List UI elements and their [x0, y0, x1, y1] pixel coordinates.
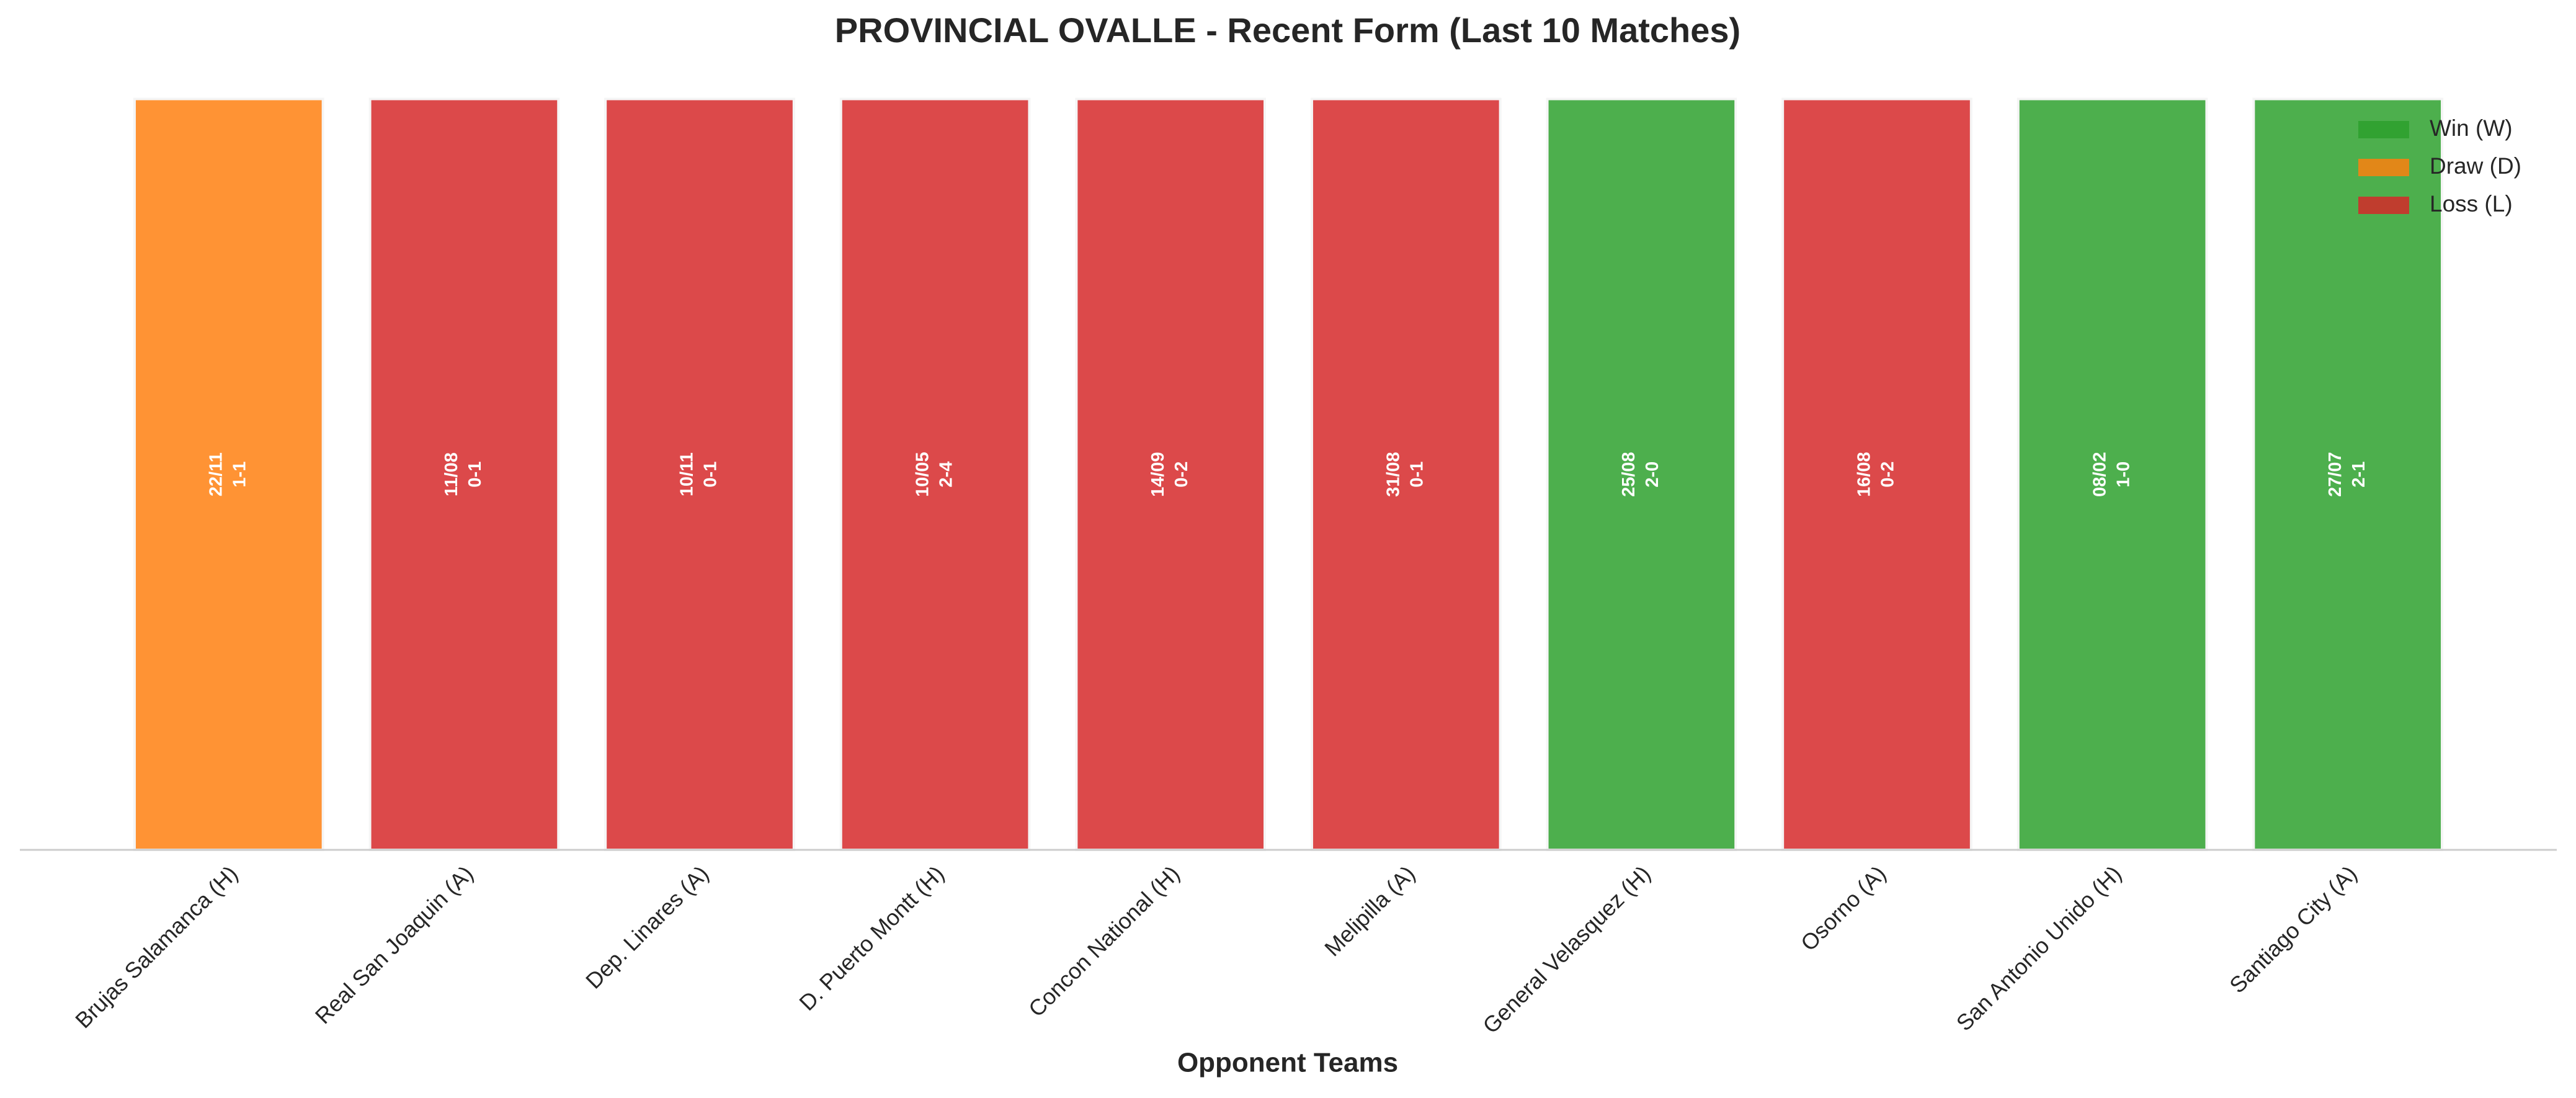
x-axis-label: Opponent Teams: [1177, 1048, 1398, 1078]
bar-date-label: 16/08: [1855, 452, 1874, 497]
bar-score-label: 2-1: [2349, 462, 2369, 488]
bar: [604, 97, 795, 851]
bar: [2017, 97, 2208, 851]
bar-date-label: 08/02: [2090, 452, 2110, 497]
bar-date-label: 27/07: [2325, 452, 2345, 497]
bar: [1310, 97, 1502, 851]
bar-date-label: 10/11: [677, 452, 697, 496]
bar-date-label: 31/08: [1383, 452, 1403, 497]
bar-score-label: 0-2: [1172, 462, 1192, 488]
bar-score-label: 2-4: [936, 462, 956, 488]
legend-label: Loss (L): [2430, 191, 2513, 216]
bar-date-label: 10/05: [912, 452, 932, 497]
bar-date-label: 14/09: [1148, 452, 1168, 497]
bar: [1781, 97, 1972, 851]
bar-score-label: 1-1: [230, 462, 249, 488]
legend-swatch: [2358, 159, 2409, 176]
bar-score-label: 0-1: [701, 462, 721, 488]
bar: [368, 97, 560, 851]
legend-label: Draw (D): [2430, 153, 2521, 179]
chart-title: PROVINCIAL OVALLE - Recent Form (Last 10…: [835, 11, 1740, 50]
bar-date-label: 25/08: [1619, 452, 1639, 497]
legend-swatch: [2358, 197, 2409, 214]
bar-date-label: 11/08: [442, 452, 461, 496]
bar-score-label: 0-2: [1878, 462, 1898, 488]
bar-score-label: 0-1: [465, 462, 485, 488]
bar-score-label: 1-0: [2113, 462, 2133, 488]
bar: [1075, 97, 1267, 851]
bar: [839, 97, 1031, 851]
bar: [2252, 97, 2444, 851]
bar-date-label: 22/11: [206, 452, 226, 496]
bar: [133, 97, 324, 851]
legend-swatch: [2358, 121, 2409, 138]
bar-score-label: 2-0: [1642, 462, 1662, 488]
legend-label: Win (W): [2430, 115, 2513, 141]
bar: [1546, 97, 1737, 851]
bar-score-label: 0-1: [1407, 462, 1427, 488]
